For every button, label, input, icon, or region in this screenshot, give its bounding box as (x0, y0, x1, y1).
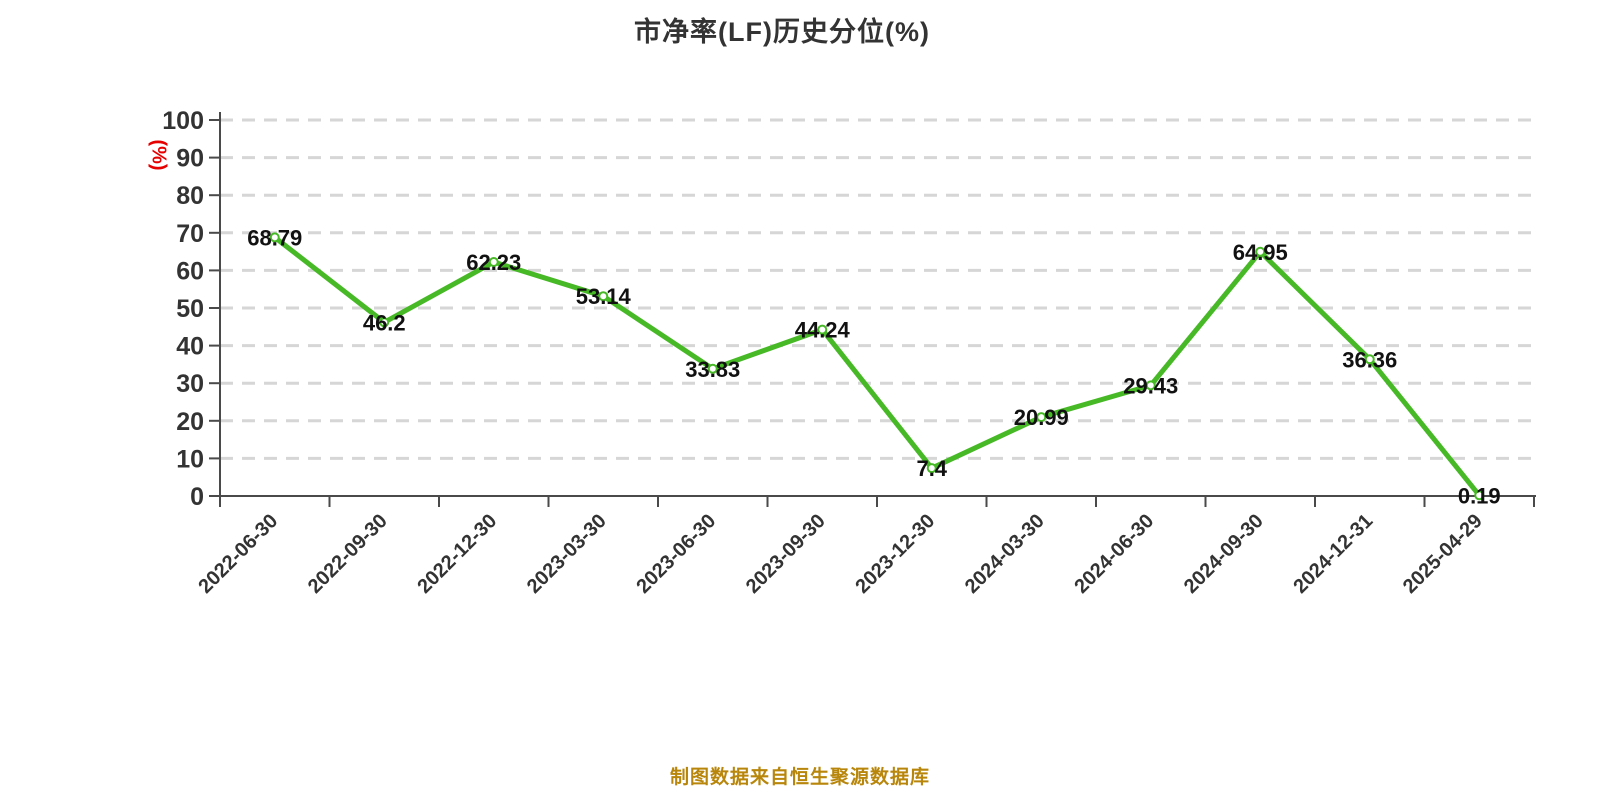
data-label: 0.19 (1458, 483, 1501, 508)
y-tick-label: 100 (162, 107, 204, 135)
y-tick-label: 30 (176, 370, 204, 398)
x-axis-label: 2025-04-29 (1399, 510, 1487, 598)
x-axis-label: 2023-03-30 (523, 510, 611, 598)
x-axis-label: 2022-09-30 (304, 510, 392, 598)
x-axis-label: 2024-09-30 (1180, 510, 1268, 598)
y-tick-label: 80 (176, 182, 204, 210)
x-axis-label: 2022-06-30 (194, 510, 282, 598)
x-axis-label: 2024-06-30 (1070, 510, 1158, 598)
data-point-marker[interactable] (817, 324, 828, 335)
data-point-marker[interactable] (1364, 354, 1375, 365)
data-label: 44.24 (795, 318, 851, 343)
series-line (272, 234, 1482, 498)
data-point-marker[interactable] (707, 363, 718, 374)
data-point-marker[interactable] (926, 463, 937, 474)
y-tick-label: 90 (176, 145, 204, 173)
data-label: 7.4 (916, 456, 947, 481)
data-label: 36.36 (1342, 347, 1397, 372)
data-point-marker[interactable] (1036, 412, 1047, 423)
data-label: 46.2 (363, 310, 406, 335)
y-tick-label: 40 (176, 333, 204, 361)
x-axis-label: 2023-06-30 (632, 510, 720, 598)
data-label: 62.23 (466, 250, 521, 275)
x-axis-label: 2024-12-31 (1289, 510, 1377, 598)
x-axis-label: 2022-12-30 (413, 510, 501, 598)
data-label: 53.14 (576, 284, 632, 309)
data-label: 20.99 (1014, 405, 1069, 430)
y-tick-label: 0 (190, 483, 204, 511)
data-label: 33.83 (685, 357, 740, 382)
data-point-marker[interactable] (598, 291, 609, 302)
x-axis-label: 2023-09-30 (742, 510, 830, 598)
data-point-marker[interactable] (1474, 490, 1485, 501)
data-point-marker[interactable] (379, 317, 390, 328)
chart-title: 市净率(LF)历史分位(%) (634, 17, 930, 47)
data-label: 64.95 (1233, 240, 1288, 265)
source-note: 制图数据来自恒生聚源数据库 (669, 767, 931, 788)
data-label: 68.79 (247, 225, 302, 250)
data-point-marker[interactable] (488, 257, 499, 268)
y-tick-label: 60 (176, 257, 204, 285)
y-tick-label: 10 (176, 445, 204, 473)
data-label: 29.43 (1123, 373, 1178, 398)
y-tick-label: 20 (176, 408, 204, 436)
data-point-marker[interactable] (1255, 246, 1266, 257)
y-tick-label: 70 (176, 220, 204, 248)
data-point-marker[interactable] (269, 232, 280, 243)
x-axis-label: 2024-03-30 (961, 510, 1049, 598)
x-axis-label: 2023-12-30 (851, 510, 939, 598)
y-tick-label: 50 (176, 295, 204, 323)
data-point-marker[interactable] (1145, 380, 1156, 391)
